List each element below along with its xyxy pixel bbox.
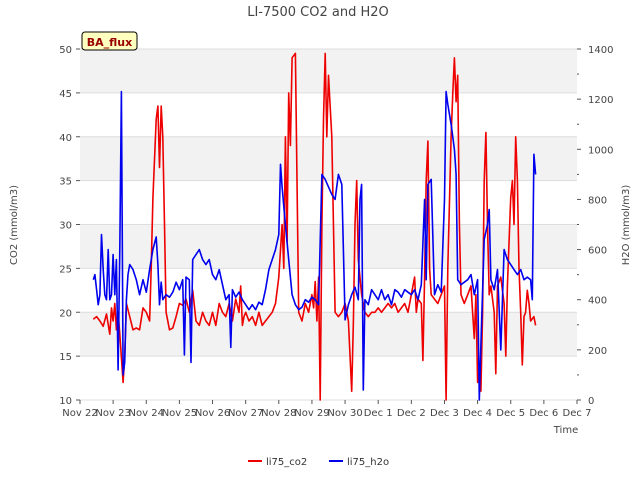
left-tick-label: 40 bbox=[59, 133, 72, 144]
badge-label: BA_flux bbox=[87, 36, 132, 49]
right-axis-ticks: 0 200 400 600 800 1000 1200 1400 bbox=[577, 45, 613, 407]
grid-band bbox=[80, 224, 577, 269]
legend-label-co2: li75_co2 bbox=[266, 457, 307, 468]
right-tick-label: 400 bbox=[588, 296, 607, 307]
x-tick-label: Dec 6 bbox=[529, 408, 558, 419]
x-tick-label: Dec 7 bbox=[563, 408, 592, 419]
right-tick-label: 1200 bbox=[588, 95, 613, 106]
series-layer bbox=[92, 52, 537, 401]
left-tick-label: 25 bbox=[59, 264, 72, 275]
left-tick-label: 10 bbox=[59, 396, 72, 407]
x-tick-label: Nov 29 bbox=[294, 408, 329, 419]
x-tick-label: Dec 3 bbox=[430, 408, 459, 419]
x-tick-label: Nov 22 bbox=[62, 408, 97, 419]
legend: li75_co2 li75_h2o bbox=[248, 457, 389, 468]
right-tick-label: 200 bbox=[588, 346, 607, 357]
right-tick-label: 800 bbox=[588, 195, 607, 206]
x-tick-label: Nov 25 bbox=[162, 408, 197, 419]
left-tick-label: 20 bbox=[59, 308, 72, 319]
left-tick-label: 30 bbox=[59, 221, 72, 232]
left-tick-label: 45 bbox=[59, 89, 72, 100]
x-tick-label: Nov 27 bbox=[228, 408, 263, 419]
left-axis-ticks: 10 15 20 25 30 35 40 45 50 bbox=[59, 45, 80, 407]
x-tick-label: Nov 26 bbox=[195, 408, 230, 419]
badge: BA_flux bbox=[81, 31, 138, 51]
x-tick-label: Nov 23 bbox=[95, 408, 130, 419]
left-tick-label: 35 bbox=[59, 177, 72, 188]
right-tick-label: 1400 bbox=[588, 45, 613, 56]
x-tick-label: Dec 5 bbox=[496, 408, 525, 419]
x-tick-label: Nov 24 bbox=[129, 408, 164, 419]
legend-label-h2o: li75_h2o bbox=[347, 457, 389, 468]
chart-title: LI-7500 CO2 and H2O bbox=[247, 5, 389, 20]
x-axis-label: Time bbox=[553, 425, 578, 436]
left-tick-label: 50 bbox=[59, 45, 72, 56]
right-tick-label: 0 bbox=[588, 396, 594, 407]
x-tick-label: Nov 30 bbox=[327, 408, 362, 419]
right-tick-label: 1000 bbox=[588, 145, 613, 156]
x-tick-label: Dec 4 bbox=[463, 408, 492, 419]
x-tick-label: Nov 28 bbox=[261, 408, 296, 419]
right-tick-label: 600 bbox=[588, 246, 607, 257]
x-tick-label: Dec 2 bbox=[397, 408, 426, 419]
badge-box bbox=[81, 31, 138, 51]
left-tick-label: 15 bbox=[59, 352, 72, 363]
series-line-li75_h2o bbox=[92, 90, 537, 401]
x-tick-label: Dec 1 bbox=[364, 408, 393, 419]
right-axis-label: H2O (mmol/m3) bbox=[621, 185, 632, 266]
left-axis-label: CO2 (mmol/m3) bbox=[9, 185, 20, 265]
